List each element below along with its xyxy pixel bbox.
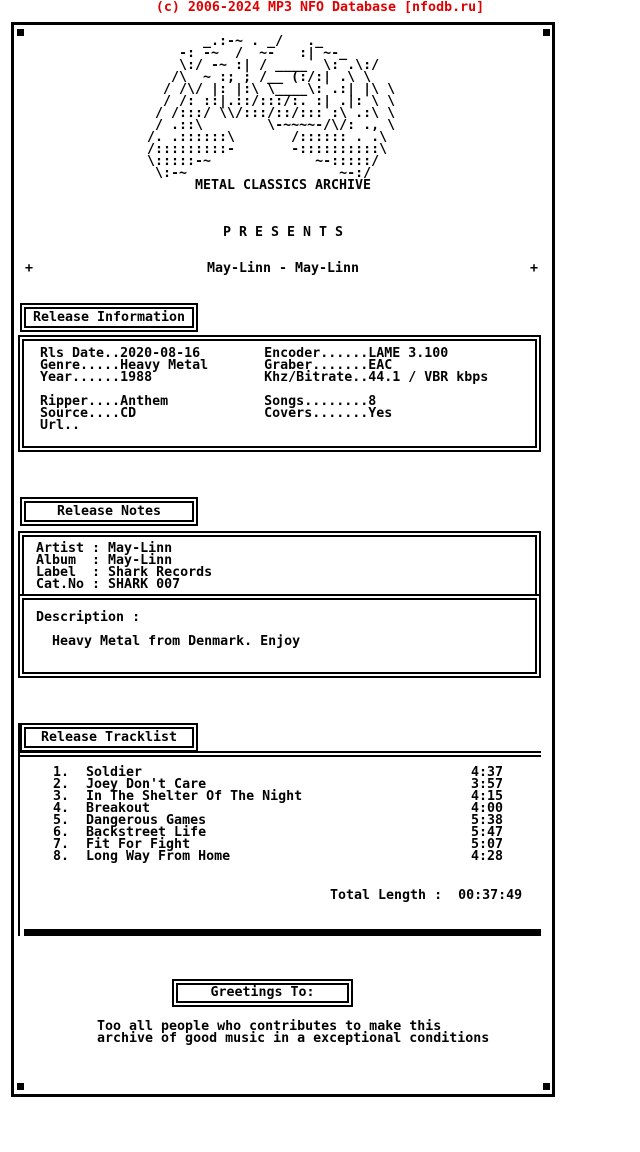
release-notes-fields: Artist : May-Linn Album : May-Linn Label…: [36, 541, 213, 592]
track-number: 7.: [53, 837, 70, 852]
description-text: Description : Heavy Metal from Denmark. …: [36, 610, 301, 649]
release-title-row: + May-Linn - May-Linn +: [11, 261, 555, 276]
nfo-outer-border: [11, 22, 555, 1097]
spacer: [442, 890, 458, 902]
track-row: 5. Dangerous Games 5:38: [53, 813, 503, 828]
track-time: 5:47: [470, 825, 503, 840]
track-time: 4:15: [470, 789, 503, 804]
corner-square-icon: [543, 29, 550, 36]
track-title: In The Shelter Of The Night: [86, 789, 303, 804]
track-row: 1. Soldier 4:37: [53, 765, 503, 780]
separator-bar: [24, 929, 541, 936]
release-information-box: Rls Date..2020-08-16 Encoder......LAME 3…: [18, 335, 541, 452]
site-copyright-header: (c) 2006-2024 MP3 NFO Database [nfodb.ru…: [155, 0, 485, 15]
tab-release-tracklist-label: Release Tracklist: [40, 730, 178, 745]
track-number: 6.: [53, 825, 70, 840]
track-title: Dangerous Games: [86, 813, 207, 828]
tracklist-divider-line: [18, 751, 541, 757]
release-title: May-Linn - May-Linn: [206, 261, 360, 276]
total-length-label: Total Length :: [330, 888, 443, 903]
track-time: 4:28: [470, 849, 503, 864]
release-notes-box: Artist : May-Linn Album : May-Linn Label…: [18, 531, 541, 594]
track-time: 5:07: [470, 837, 503, 852]
tab-release-notes: Release Notes: [20, 497, 198, 526]
track-title: Joey Don't Care: [86, 777, 207, 792]
track-number: 8.: [53, 849, 70, 864]
tab-release-information-label: Release Information: [32, 310, 186, 325]
track-row: 7. Fit For Fight 5:07: [53, 837, 503, 852]
tracklist-left-border: [18, 723, 20, 936]
total-length-row: Total Length : 00:37:49: [330, 888, 523, 903]
corner-square-icon: [17, 1083, 24, 1090]
archive-title: METAL CLASSICS ARCHIVE: [194, 178, 372, 193]
track-row: 3. In The Shelter Of The Night 4:15: [53, 789, 503, 804]
track-number: 4.: [53, 801, 70, 816]
corner-square-icon: [17, 29, 24, 36]
tab-release-tracklist: Release Tracklist: [20, 723, 198, 752]
presents-text: P R E S E N T S: [222, 225, 344, 240]
track-row: 8. Long Way From Home 4:28: [53, 849, 503, 864]
track-title: Fit For Fight: [86, 837, 191, 852]
track-number: 1.: [53, 765, 70, 780]
greetings-box-label: Greetings To:: [210, 985, 315, 1000]
track-title: Soldier: [86, 765, 143, 780]
tab-release-notes-label: Release Notes: [56, 504, 162, 519]
greetings-box: Greetings To:: [172, 979, 353, 1007]
plus-marker-right: +: [530, 261, 539, 276]
track-time: 5:38: [470, 813, 503, 828]
tracklist: 1. Soldier 4:37 2. Joey Don't Care 3:57 …: [53, 765, 503, 864]
track-number: 2.: [53, 777, 70, 792]
tab-release-information: Release Information: [20, 303, 198, 332]
track-number: 3.: [53, 789, 70, 804]
track-row: 2. Joey Don't Care 3:57: [53, 777, 503, 792]
release-information-fields: Rls Date..2020-08-16 Encoder......LAME 3…: [40, 346, 489, 433]
track-time: 4:37: [470, 765, 503, 780]
track-title: Backstreet Life: [86, 825, 207, 840]
track-title: Long Way From Home: [86, 849, 231, 864]
corner-square-icon: [543, 1083, 550, 1090]
track-title: Breakout: [86, 801, 151, 816]
description-box: Description : Heavy Metal from Denmark. …: [18, 594, 541, 678]
track-number: 5.: [53, 813, 70, 828]
track-row: 6. Backstreet Life 5:47: [53, 825, 503, 840]
plus-marker-left: +: [25, 261, 34, 276]
track-time: 3:57: [470, 777, 503, 792]
total-length-value: 00:37:49: [458, 888, 523, 903]
track-row: 4. Breakout 4:00: [53, 801, 503, 816]
track-time: 4:00: [470, 801, 503, 816]
ascii-art-logo: _.:-~ . _/ ._ -: -~ / ~- :| ~-_ \:/ -~ :…: [147, 34, 396, 181]
greetings-text: Too all people who contributes to make t…: [97, 1019, 490, 1046]
